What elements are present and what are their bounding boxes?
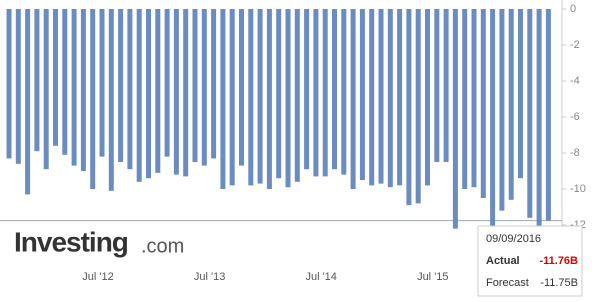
bar bbox=[34, 9, 40, 152]
bar bbox=[127, 9, 133, 170]
bar bbox=[99, 9, 105, 157]
x-tick-label: Jul '12 bbox=[82, 271, 113, 283]
bar bbox=[443, 9, 449, 162]
bar bbox=[146, 9, 151, 179]
bar bbox=[62, 9, 68, 155]
bar bbox=[322, 9, 328, 177]
y-tick-label: -10 bbox=[570, 183, 586, 195]
bar bbox=[387, 9, 393, 188]
x-tick-label: Jul '15 bbox=[417, 271, 448, 283]
tooltip-forecast-label: Forecast bbox=[486, 277, 529, 289]
bar bbox=[6, 9, 12, 159]
bar bbox=[462, 9, 468, 189]
bar bbox=[434, 9, 440, 162]
bar bbox=[90, 9, 96, 189]
bar bbox=[80, 9, 86, 171]
bar bbox=[155, 9, 161, 173]
bar bbox=[508, 9, 514, 200]
bar bbox=[415, 9, 421, 204]
bar bbox=[313, 9, 319, 177]
brand-suffix: .com bbox=[141, 235, 184, 257]
bar bbox=[229, 9, 235, 186]
y-tick-label: -2 bbox=[570, 39, 580, 51]
bar bbox=[220, 9, 226, 189]
bar bbox=[452, 9, 458, 229]
x-tick-label: Jul '13 bbox=[194, 271, 225, 283]
y-tick-label: -4 bbox=[570, 75, 580, 87]
bar bbox=[266, 9, 272, 189]
bar bbox=[183, 9, 189, 177]
bar bbox=[369, 9, 375, 186]
bar bbox=[136, 9, 142, 182]
bar bbox=[359, 9, 365, 180]
bar bbox=[294, 9, 300, 182]
bar bbox=[192, 9, 198, 162]
bar bbox=[378, 9, 384, 184]
bar bbox=[480, 9, 486, 198]
y-tick-label: 0 bbox=[570, 3, 576, 15]
bar bbox=[15, 9, 21, 164]
y-tick-label: -6 bbox=[570, 111, 580, 123]
bar bbox=[257, 9, 263, 184]
tooltip-forecast: -11.75B bbox=[540, 277, 578, 289]
bar bbox=[490, 9, 496, 229]
bar bbox=[471, 9, 477, 188]
x-tick-label: Jul '14 bbox=[305, 271, 336, 283]
bar bbox=[304, 9, 310, 170]
bar bbox=[53, 9, 58, 146]
bar bbox=[211, 9, 217, 159]
tooltip-date: 09/09/2016 bbox=[486, 233, 541, 245]
bar bbox=[518, 9, 523, 179]
bar bbox=[173, 9, 179, 175]
bar bbox=[499, 9, 505, 211]
bar bbox=[164, 9, 170, 157]
bar bbox=[527, 9, 533, 218]
y-tick-label: -8 bbox=[570, 147, 580, 159]
bar bbox=[276, 9, 282, 179]
bar bbox=[545, 9, 551, 221]
bar bbox=[406, 9, 412, 206]
bar bbox=[108, 9, 114, 191]
bar bbox=[25, 9, 31, 195]
brand: Investing bbox=[14, 226, 128, 257]
bar bbox=[239, 9, 244, 166]
bar bbox=[397, 9, 403, 186]
logo: Investing .com bbox=[14, 226, 184, 257]
bar bbox=[350, 9, 356, 189]
bar bbox=[341, 9, 347, 175]
tooltip-actual-label: Actual bbox=[486, 255, 520, 267]
bar bbox=[536, 9, 542, 229]
bar bbox=[201, 9, 207, 166]
bar bbox=[425, 9, 430, 186]
bar bbox=[285, 9, 291, 188]
tooltip-box bbox=[477, 225, 583, 297]
bar bbox=[248, 9, 254, 186]
bar bbox=[71, 9, 77, 166]
tooltip-actual: -11.76B bbox=[539, 255, 578, 267]
bar bbox=[332, 9, 337, 170]
bar bbox=[118, 9, 124, 162]
tooltip: 09/09/2016 Actual -11.76B Forecast -11.7… bbox=[477, 225, 583, 297]
bar bbox=[43, 9, 49, 170]
